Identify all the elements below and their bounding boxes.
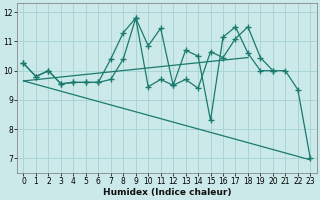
X-axis label: Humidex (Indice chaleur): Humidex (Indice chaleur) [103, 188, 231, 197]
